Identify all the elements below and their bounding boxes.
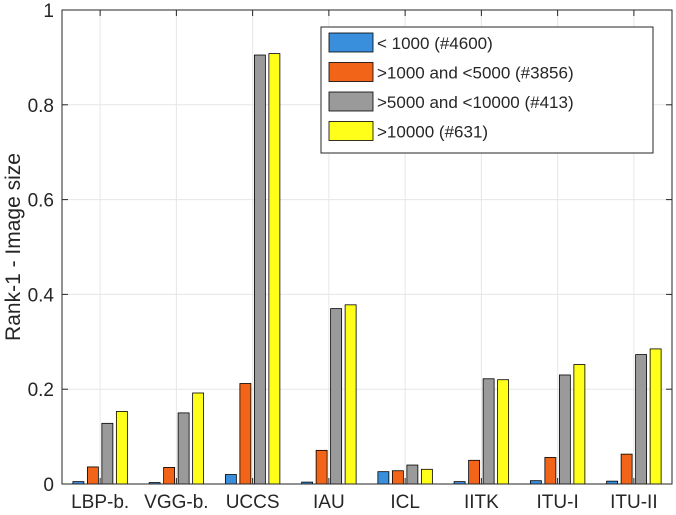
bar: [315, 449, 328, 485]
legend-label: >1000 and <5000 (#3856): [377, 64, 574, 83]
x-tick-label: LBP-b.: [71, 492, 129, 513]
x-tick-label: IAU: [313, 492, 345, 513]
bar: [177, 412, 190, 485]
bar: [224, 474, 237, 485]
bar: [330, 308, 343, 485]
y-axis-label: Rank-1 - Image size: [2, 153, 25, 341]
bar: [635, 354, 648, 485]
bar: [253, 54, 266, 485]
bar: [344, 304, 357, 485]
bar: [391, 470, 404, 485]
bar: [101, 422, 114, 485]
bar: [268, 53, 281, 485]
legend: < 1000 (#4600) >1000 and <5000 (#3856) >50…: [320, 26, 654, 154]
bar: [649, 348, 662, 485]
plot-area-frame: [61, 9, 673, 485]
bar: [406, 464, 419, 485]
y-tick-label: 0: [43, 475, 54, 496]
bar: [468, 459, 481, 485]
bar: [115, 411, 128, 485]
bar: [163, 467, 176, 485]
bar: [497, 379, 510, 485]
y-tick-label: 0.2: [28, 380, 54, 401]
legend-swatch: [328, 121, 374, 141]
bar: [239, 383, 252, 485]
bar: [377, 471, 390, 485]
bar: [620, 453, 633, 485]
legend-box: [320, 26, 654, 154]
x-tick-label: VGG-b.: [144, 492, 208, 513]
legend-label: >5000 and <10000 (#413): [377, 93, 574, 112]
legend-swatch: [328, 32, 374, 53]
bars: [72, 53, 662, 485]
y-tick-label: 0.8: [28, 96, 54, 117]
y-tick-label: 0.4: [28, 285, 55, 306]
bar: [420, 468, 433, 485]
legend-label: >10000 (#631): [377, 123, 488, 142]
legend-label: < 1000 (#4600): [377, 34, 493, 53]
bar: [192, 392, 205, 485]
x-tick-label: UCCS: [226, 492, 280, 513]
bar: [573, 364, 586, 485]
x-axis-ticks: LBP-b. VGG-b. UCCS IAU ICL IITK ITU-I ITU-II: [71, 10, 658, 513]
y-tick-label: 0.6: [28, 191, 54, 212]
x-tick-label: ITU-I: [537, 492, 579, 513]
bar: [86, 466, 99, 485]
legend-swatch: [328, 91, 374, 112]
x-tick-label: ITU-II: [610, 492, 658, 513]
bar: [558, 374, 571, 485]
x-tick-label: ICL: [390, 492, 420, 513]
y-axis-ticks: 0 0.2 0.4 0.6 0.8 1: [28, 1, 672, 496]
bar: [544, 457, 557, 485]
y-tick-label: 1: [43, 1, 54, 22]
legend-swatch: [328, 62, 374, 82]
x-tick-label: IITK: [464, 492, 499, 513]
bar: [482, 378, 495, 485]
